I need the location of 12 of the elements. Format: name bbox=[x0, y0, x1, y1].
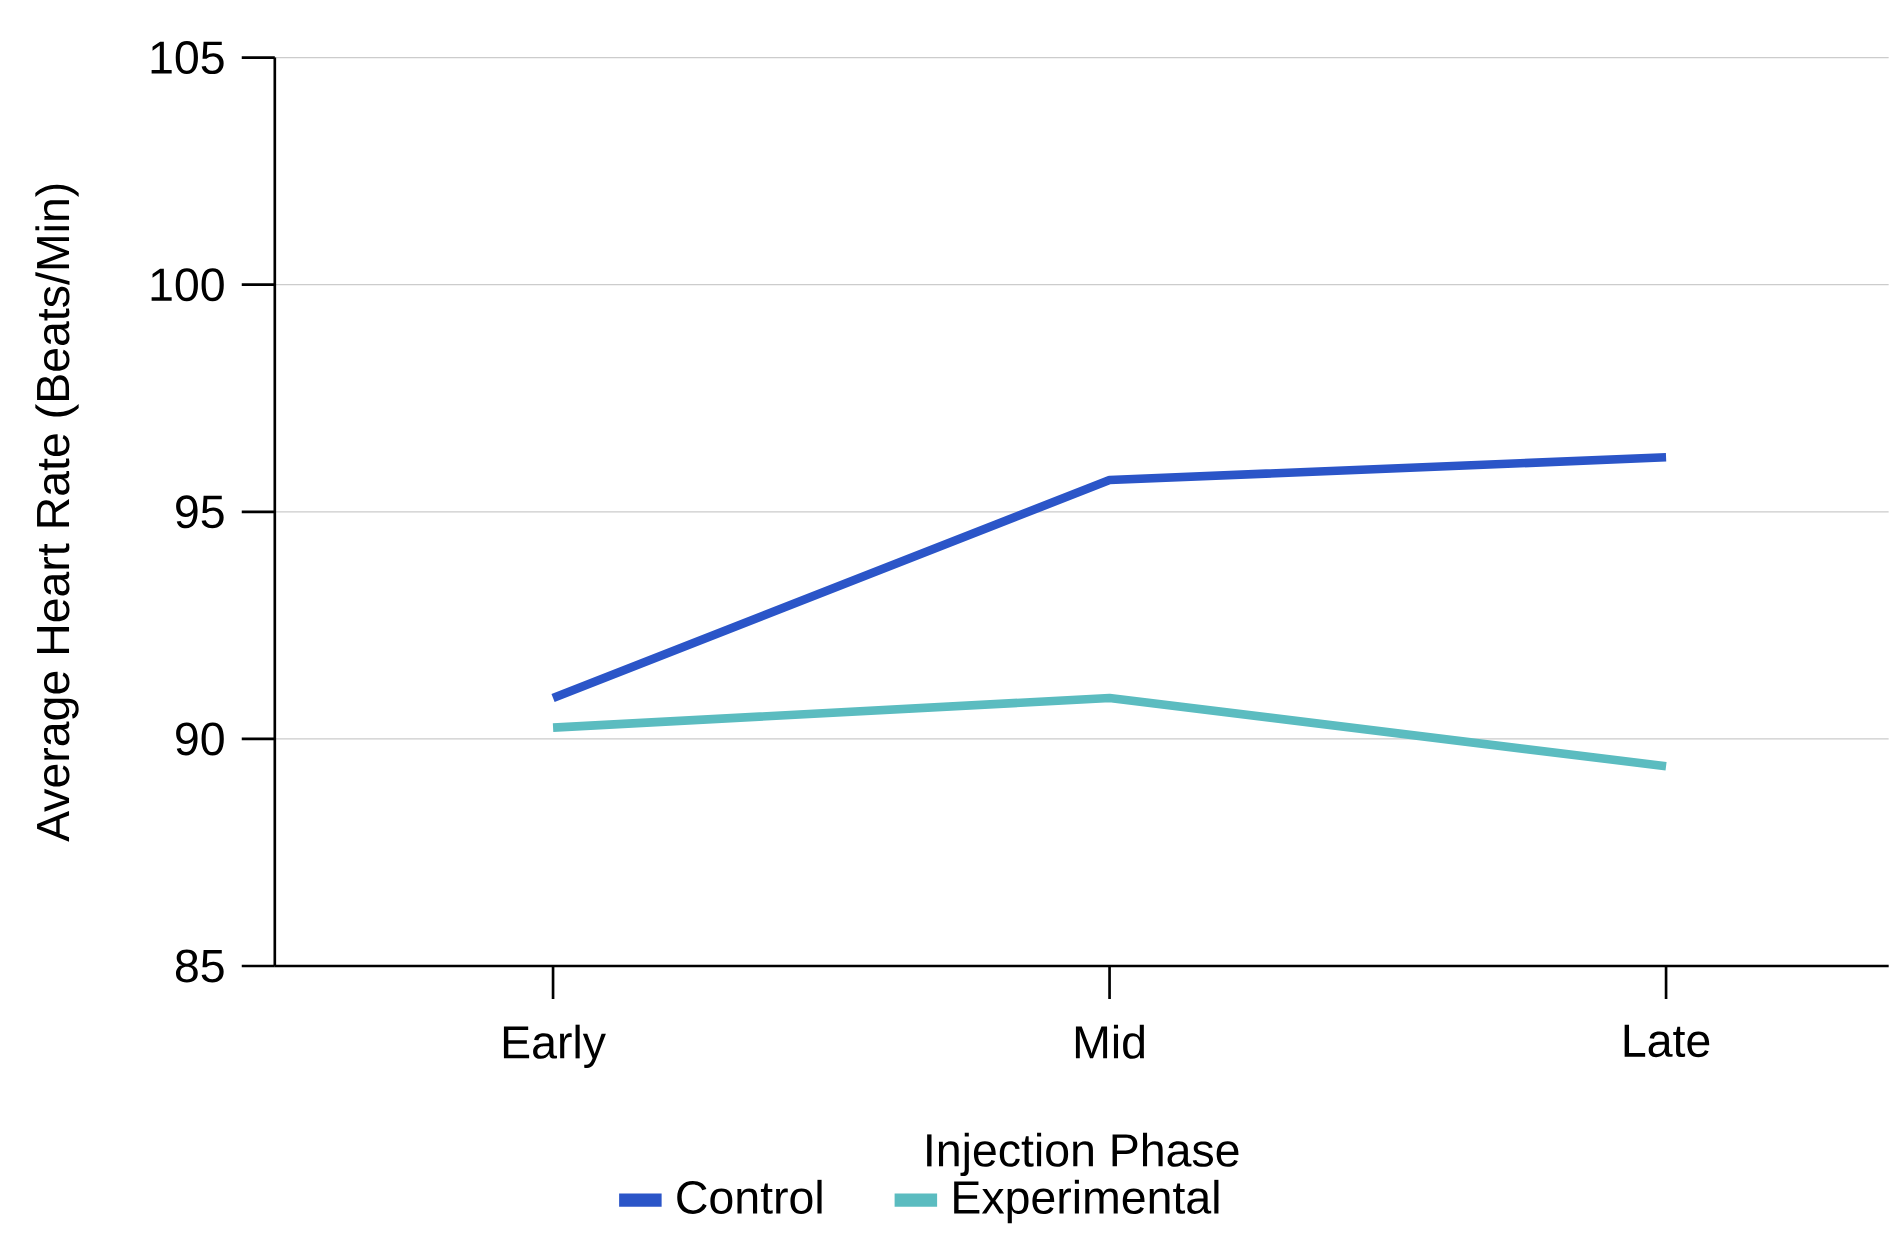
y-tick-label: 100 bbox=[151, 268, 224, 302]
y-tick-label: 105 bbox=[151, 41, 224, 75]
x-axis-title: Injection Phase bbox=[927, 1132, 1239, 1177]
y-tick-label: 85 bbox=[175, 949, 224, 983]
y-tick-label: 90 bbox=[176, 722, 224, 756]
legend-label: Experimental bbox=[954, 1179, 1219, 1224]
x-tick-label: Early bbox=[503, 1024, 606, 1069]
legend-label: Control bbox=[677, 1179, 822, 1215]
y-tick-label: 95 bbox=[176, 495, 224, 529]
y-axis-title: Average Heart Rate (Beats/Min) bbox=[35, 184, 79, 842]
x-tick-label: Mid bbox=[1075, 1024, 1144, 1059]
x-tick-label: Late bbox=[1624, 1024, 1710, 1058]
